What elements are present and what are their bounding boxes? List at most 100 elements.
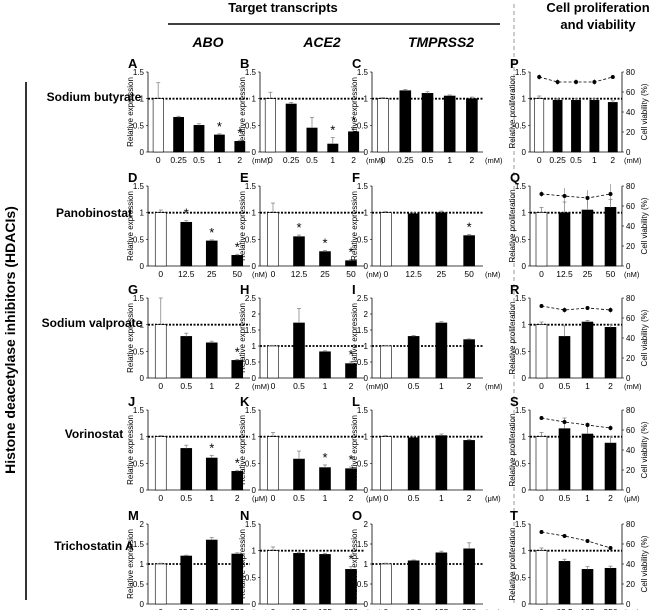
ytick-label-h-1: 0.5: [245, 358, 257, 367]
ytick-label-k-2: 1: [252, 433, 257, 442]
col-title-ace2: ACE2: [302, 34, 341, 50]
drug-label-panobinostat: Panobinostat: [56, 206, 132, 220]
xtick-label-t-1: 62.5: [556, 607, 573, 610]
ytick-label-f-2: 1: [364, 209, 369, 218]
y2label-t: Cell viability (%): [640, 535, 649, 592]
sig-star-h-3: *: [348, 347, 353, 362]
xtick-label-f-0: 0: [384, 269, 389, 279]
sig-star-n-3: *: [348, 552, 353, 567]
xtick-label-g-1: 0.5: [180, 381, 192, 391]
panel-letter-a: A: [128, 56, 138, 71]
ytick-label-a-3: 1.5: [133, 68, 145, 77]
viability-point-t-2: [585, 539, 590, 543]
bar-c-2: [421, 93, 434, 153]
ytick-label-c-3: 1.5: [357, 68, 369, 77]
xtick-label-p-3: 1: [592, 155, 597, 165]
units-b: (mM): [366, 156, 384, 165]
xtick-label-i-0: 0: [384, 381, 389, 391]
ytick-label-b-3: 1.5: [245, 68, 257, 77]
y2tick-label-r-3: 60: [626, 314, 635, 323]
ytick-label-j-0: 0: [140, 486, 145, 495]
ytick-label-h-3: 1.5: [245, 326, 257, 335]
viability-point-r-2: [585, 306, 590, 310]
xtick-label-p-4: 2: [610, 155, 615, 165]
panel-letter-h: H: [240, 282, 249, 297]
xtick-label-m-2: 125: [205, 607, 219, 610]
sig-star-g-3: *: [235, 344, 240, 359]
ytick-label-b-1: 0.5: [245, 121, 257, 130]
viability-line-r: [541, 305, 611, 311]
bar-e-1: [293, 236, 305, 267]
bar-l-2: [435, 435, 448, 491]
drug-label-vorinostat: Vorinostat: [65, 427, 123, 441]
ytick-label-g-0: 0: [140, 374, 145, 383]
bar-c-3: [443, 95, 456, 153]
ytick-label-g-3: 1.5: [133, 294, 145, 303]
units-p: (mM): [624, 156, 642, 165]
xtick-label-b-3: 1: [330, 155, 335, 165]
ylabel-d: Relative expression: [126, 191, 135, 261]
xtick-label-k-1: 0.5: [293, 493, 305, 503]
ytick-label-k-0: 0: [252, 486, 257, 495]
xtick-label-b-1: 0.25: [283, 155, 300, 165]
bar-r-0: [535, 324, 548, 379]
ytick-label-e-1: 0.5: [245, 235, 257, 244]
ytick-label-i-4: 2: [364, 310, 369, 319]
viability-point-s-2: [585, 423, 590, 427]
viability-line-q: [541, 193, 611, 199]
ytick-label-p-3: 1.5: [515, 68, 527, 77]
viability-point-p-2: [574, 80, 578, 84]
xtick-label-r-0: 0: [539, 381, 544, 391]
xtick-label-d-2: 25: [207, 269, 217, 279]
ytick-label-r-3: 1.5: [515, 294, 527, 303]
ylabel-f: Relative expression: [350, 191, 359, 261]
drug-label-sodium-butyrate: Sodium butyrate: [47, 90, 142, 104]
y2tick-label-t-2: 40: [626, 560, 635, 569]
xtick-label-m-0: 0: [158, 607, 163, 610]
y2tick-label-q-1: 20: [626, 242, 635, 251]
xtick-label-g-2: 1: [209, 381, 214, 391]
bar-b-1: [285, 103, 297, 153]
ytick-label-r-0: 0: [522, 374, 527, 383]
col-title-tmprss2: TMPRSS2: [408, 34, 474, 50]
viability-point-p-0: [537, 75, 542, 79]
bar-s-3: [604, 442, 617, 491]
bar-r-1: [558, 336, 571, 379]
bar-o-1: [407, 560, 420, 605]
ytick-label-l-1: 0.5: [357, 459, 369, 468]
ytick-label-j-1: 0.5: [133, 459, 145, 468]
ytick-label-h-0: 0: [252, 374, 257, 383]
ytick-label-s-3: 1.5: [515, 406, 527, 415]
bar-i-3: [463, 339, 475, 379]
bar-e-0: [267, 212, 279, 267]
xtick-label-c-2: 0.5: [422, 155, 434, 165]
xtick-label-j-1: 0.5: [180, 493, 192, 503]
xtick-label-k-3: 2: [349, 493, 354, 503]
xtick-label-j-0: 0: [158, 493, 163, 503]
panel-letter-n: N: [240, 508, 249, 523]
xtick-label-d-1: 12.5: [178, 269, 195, 279]
y2tick-label-r-1: 20: [626, 354, 635, 363]
ytick-label-r-2: 1: [522, 321, 527, 330]
sig-star-b-4: *: [351, 113, 356, 128]
units-c: (mM): [485, 156, 503, 165]
xtick-label-o-0: 0: [384, 607, 389, 610]
bar-f-1: [407, 213, 420, 267]
xtick-label-r-3: 2: [608, 381, 613, 391]
xtick-label-m-1: 62.5: [178, 607, 195, 610]
bar-g-0: [154, 324, 167, 379]
xtick-label-b-2: 0.5: [306, 155, 318, 165]
bar-m-0: [154, 563, 167, 605]
xtick-label-a-4: 2: [237, 155, 242, 165]
units-q: (nM): [624, 270, 640, 279]
ytick-label-e-3: 1.5: [245, 182, 257, 191]
units-h: (mM): [366, 382, 384, 391]
xtick-label-r-2: 1: [585, 381, 590, 391]
bar-c-1: [399, 90, 412, 153]
bar-t-0: [535, 550, 548, 605]
ytick-label-k-3: 1.5: [245, 406, 257, 415]
xtick-label-m-3: 250: [230, 607, 244, 610]
units-s: (μM): [624, 494, 640, 503]
sig-star-e-2: *: [322, 236, 327, 251]
y2tick-label-p-1: 20: [626, 128, 635, 137]
